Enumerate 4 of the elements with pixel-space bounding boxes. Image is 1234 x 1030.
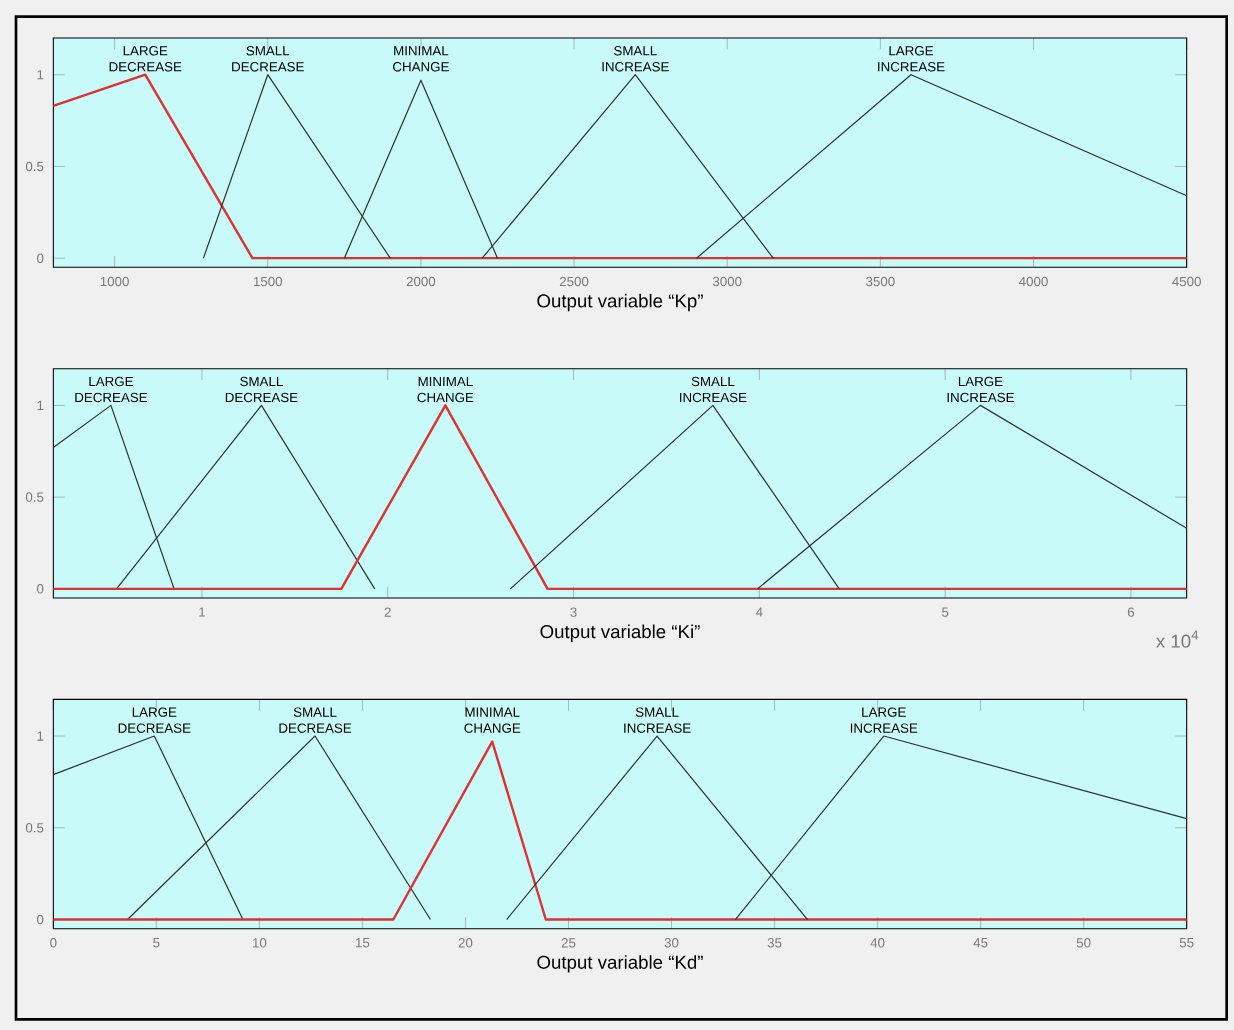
text: x 10$^{4}$ xyxy=(1156,630,1199,648)
x-axis-title: Output variable “Kd” xyxy=(537,955,703,973)
x-axis-title: Output variable “Kp” xyxy=(537,293,703,312)
x-axis-title: Output variable “Ki” xyxy=(540,624,700,642)
